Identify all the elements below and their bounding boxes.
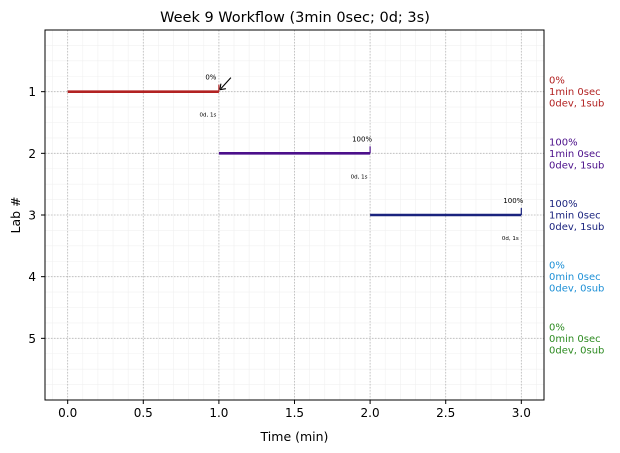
bar-annotations: 0% 0d, 1s 100% 0d, 1s 100% 0d, 1s <box>199 74 523 242</box>
bar-duration-label: 0d, 1s <box>502 236 519 242</box>
bar-percent-label: 100% <box>503 197 523 205</box>
side-label-line: 100% <box>549 199 578 210</box>
side-label-line: 0% <box>549 76 565 87</box>
arrow-head-icon <box>219 83 226 91</box>
x-tick-label: 0.5 <box>134 406 153 420</box>
side-label-line: 0dev, 1sub <box>549 99 604 110</box>
y-axis-label: Lab # <box>8 196 23 233</box>
x-tick-label: 2.0 <box>361 406 380 420</box>
side-label-line: 1min 0sec <box>549 211 601 222</box>
side-label-line: 0dev, 0sub <box>549 345 604 356</box>
bar-percent-label: 0% <box>205 74 216 82</box>
bar-percent-label: 100% <box>352 135 372 143</box>
x-tick-label: 2.5 <box>436 406 455 420</box>
y-axis: 1 2 3 4 5 <box>28 85 45 346</box>
side-label-line: 1min 0sec <box>549 87 601 98</box>
arrow-line <box>220 77 232 90</box>
bar-duration-label: 0d, 1s <box>199 113 216 119</box>
chart-title: Week 9 Workflow (3min 0sec; 0d; 3s) <box>160 10 430 26</box>
x-tick-label: 0.0 <box>58 406 77 420</box>
side-label-line: 0dev, 0sub <box>549 284 604 295</box>
y-tick-label: 5 <box>28 332 36 346</box>
y-tick-label: 2 <box>28 147 36 161</box>
side-label-line: 0dev, 1sub <box>549 160 604 171</box>
x-tick-label: 1.0 <box>209 406 228 420</box>
x-axis: 0.0 0.5 1.0 1.5 2.0 2.5 3.0 <box>58 400 531 420</box>
y-tick-label: 1 <box>28 85 36 99</box>
side-label-line: 0% <box>549 322 565 333</box>
y-tick-label: 3 <box>28 209 36 223</box>
x-tick-label: 3.0 <box>512 406 531 420</box>
side-label-line: 0min 0sec <box>549 272 601 283</box>
side-label-line: 0min 0sec <box>549 334 601 345</box>
side-label-line: 100% <box>549 137 578 148</box>
side-label-line: 0% <box>549 261 565 272</box>
side-label-line: 1min 0sec <box>549 149 601 160</box>
bar-duration-label: 0d, 1s <box>351 174 368 180</box>
timeline-bars <box>67 84 522 217</box>
y-tick-label: 4 <box>28 270 36 284</box>
x-axis-label: Time (min) <box>260 429 329 444</box>
side-label-line: 0dev, 1sub <box>549 222 604 233</box>
x-tick-label: 1.5 <box>285 406 304 420</box>
